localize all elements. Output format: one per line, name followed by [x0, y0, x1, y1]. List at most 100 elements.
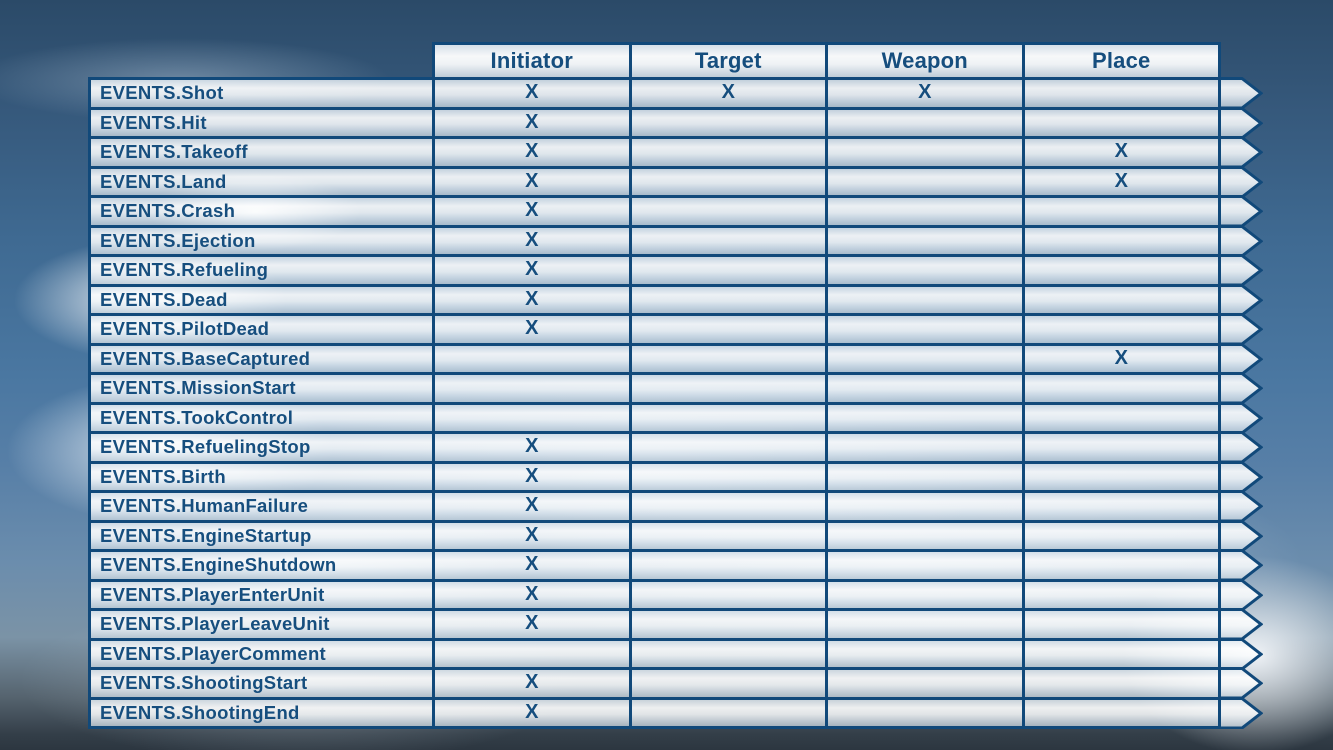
event-row: EVENTS.Land X X — [88, 165, 1263, 198]
event-name: EVENTS.Takeoff — [88, 136, 435, 169]
cell-initiator: X — [432, 460, 632, 493]
cell-place — [1021, 224, 1221, 257]
cell-weapon — [825, 372, 1025, 405]
event-row: EVENTS.PlayerComment — [88, 637, 1263, 670]
cell-initiator: X — [432, 254, 632, 287]
event-name: EVENTS.Crash — [88, 195, 435, 228]
row-arrow-icon — [1218, 165, 1263, 198]
row-arrow-icon — [1218, 460, 1263, 493]
event-row: EVENTS.Takeoff X X — [88, 136, 1263, 169]
column-header-initiator: Initiator — [432, 42, 632, 80]
cell-target — [628, 372, 828, 405]
cell-place — [1021, 637, 1221, 670]
cell-weapon — [825, 106, 1025, 139]
event-name: EVENTS.PlayerLeaveUnit — [88, 608, 435, 641]
cell-target — [628, 195, 828, 228]
cell-target — [628, 637, 828, 670]
event-name: EVENTS.PlayerComment — [88, 637, 435, 670]
row-arrow-icon — [1218, 254, 1263, 287]
event-name: EVENTS.TookControl — [88, 401, 435, 434]
cell-target — [628, 490, 828, 523]
event-row: EVENTS.MissionStart — [88, 372, 1263, 405]
cell-place — [1021, 313, 1221, 346]
row-arrow-icon — [1218, 637, 1263, 670]
event-row: EVENTS.TookControl — [88, 401, 1263, 434]
cell-target — [628, 254, 828, 287]
cell-weapon — [825, 431, 1025, 464]
cell-initiator — [432, 342, 632, 375]
cell-target — [628, 224, 828, 257]
cell-place — [1021, 254, 1221, 287]
cell-initiator: X — [432, 224, 632, 257]
row-arrow-icon — [1218, 431, 1263, 464]
cell-weapon — [825, 165, 1025, 198]
cell-place — [1021, 608, 1221, 641]
cell-target — [628, 608, 828, 641]
cell-target — [628, 667, 828, 700]
event-row: EVENTS.PlayerEnterUnit X — [88, 578, 1263, 611]
event-name: EVENTS.HumanFailure — [88, 490, 435, 523]
event-name: EVENTS.Dead — [88, 283, 435, 316]
column-header-target: Target — [628, 42, 828, 80]
row-arrow-icon — [1218, 372, 1263, 405]
event-row: EVENTS.Dead X — [88, 283, 1263, 316]
cell-place — [1021, 401, 1221, 434]
cell-target — [628, 283, 828, 316]
event-name: EVENTS.Ejection — [88, 224, 435, 257]
event-name: EVENTS.BaseCaptured — [88, 342, 435, 375]
row-arrow-icon — [1218, 136, 1263, 169]
event-row: EVENTS.Hit X — [88, 106, 1263, 139]
cell-initiator: X — [432, 490, 632, 523]
cell-initiator: X — [432, 549, 632, 582]
cell-place — [1021, 696, 1221, 729]
event-name: EVENTS.PilotDead — [88, 313, 435, 346]
event-name: EVENTS.ShootingEnd — [88, 696, 435, 729]
row-arrow-icon — [1218, 696, 1263, 729]
event-row: EVENTS.ShootingEnd X — [88, 696, 1263, 729]
event-row: EVENTS.EngineShutdown X — [88, 549, 1263, 582]
cell-weapon: X — [825, 77, 1025, 110]
cell-weapon — [825, 254, 1025, 287]
event-name: EVENTS.PlayerEnterUnit — [88, 578, 435, 611]
event-row: EVENTS.ShootingStart X — [88, 667, 1263, 700]
cell-weapon — [825, 549, 1025, 582]
cell-place — [1021, 283, 1221, 316]
cell-initiator: X — [432, 165, 632, 198]
cell-weapon — [825, 313, 1025, 346]
row-arrow-icon — [1218, 77, 1263, 110]
cell-initiator — [432, 637, 632, 670]
event-row: EVENTS.HumanFailure X — [88, 490, 1263, 523]
cell-place — [1021, 372, 1221, 405]
event-row: EVENTS.EngineStartup X — [88, 519, 1263, 552]
cell-initiator: X — [432, 431, 632, 464]
cell-target — [628, 578, 828, 611]
cell-target: X — [628, 77, 828, 110]
event-row: EVENTS.BaseCaptured X — [88, 342, 1263, 375]
events-table: Initiator Target Weapon Place EVENTS.Sho… — [88, 42, 1303, 737]
cell-initiator: X — [432, 578, 632, 611]
row-arrow-icon — [1218, 667, 1263, 700]
event-row: EVENTS.Ejection X — [88, 224, 1263, 257]
cell-initiator: X — [432, 283, 632, 316]
event-name: EVENTS.Birth — [88, 460, 435, 493]
cell-initiator: X — [432, 696, 632, 729]
event-name: EVENTS.Refueling — [88, 254, 435, 287]
event-name: EVENTS.RefuelingStop — [88, 431, 435, 464]
cell-target — [628, 460, 828, 493]
cell-target — [628, 549, 828, 582]
event-name: EVENTS.ShootingStart — [88, 667, 435, 700]
event-name: EVENTS.Shot — [88, 77, 435, 110]
row-arrow-icon — [1218, 490, 1263, 523]
cell-initiator — [432, 372, 632, 405]
event-name: EVENTS.EngineStartup — [88, 519, 435, 552]
row-arrow-icon — [1218, 283, 1263, 316]
event-row: EVENTS.PilotDead X — [88, 313, 1263, 346]
cell-place — [1021, 667, 1221, 700]
cell-weapon — [825, 342, 1025, 375]
cell-place — [1021, 106, 1221, 139]
column-header-weapon: Weapon — [825, 42, 1025, 80]
row-arrow-icon — [1218, 342, 1263, 375]
event-row: EVENTS.Crash X — [88, 195, 1263, 228]
event-name: EVENTS.Land — [88, 165, 435, 198]
